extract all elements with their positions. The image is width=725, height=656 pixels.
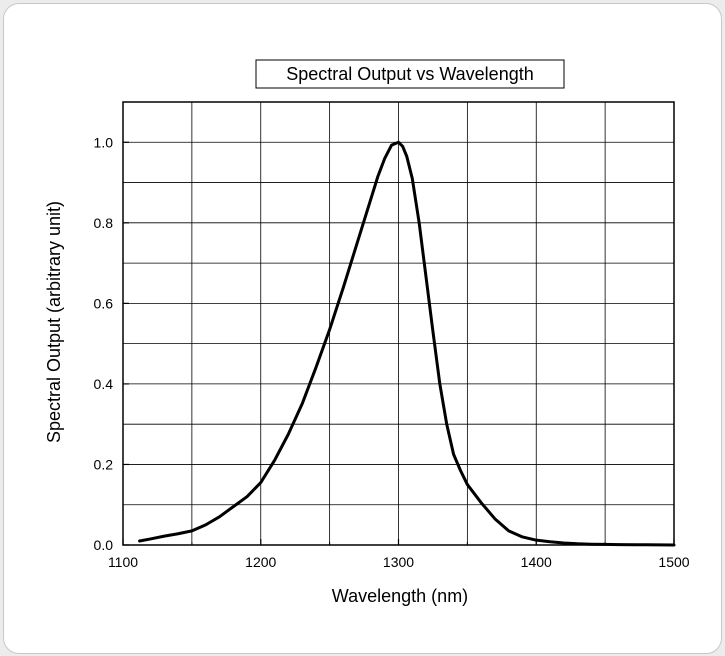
x-tick-label: 1100: [108, 554, 138, 570]
y-tick-label: 0.8: [94, 215, 114, 231]
chart-title: Spectral Output vs Wavelength: [286, 64, 533, 84]
tick-labels: 1100 1200 1300 1400 1500 0.0 0.2 0.4 0.6 0.8 1.0: [94, 134, 690, 570]
y-axis-label: Spectral Output (arbitrary unit): [44, 201, 64, 443]
series-line: [138, 140, 676, 547]
y-tick-label: 1.0: [94, 134, 114, 150]
x-tick-label: 1200: [245, 554, 276, 570]
x-tick-label: 1400: [521, 554, 552, 570]
x-tick-label: 1500: [658, 554, 689, 570]
title-box: [255, 59, 565, 89]
y-tick-label: 0.0: [94, 537, 114, 553]
y-tick-label: 0.6: [94, 295, 114, 311]
x-tick-label: 1300: [383, 554, 414, 570]
y-tick-label: 0.4: [94, 376, 114, 392]
y-tick-label: 0.2: [94, 456, 114, 472]
x-axis-label: Wavelength (nm): [332, 586, 468, 606]
plot-frame: [122, 101, 675, 546]
grid: [123, 102, 674, 545]
